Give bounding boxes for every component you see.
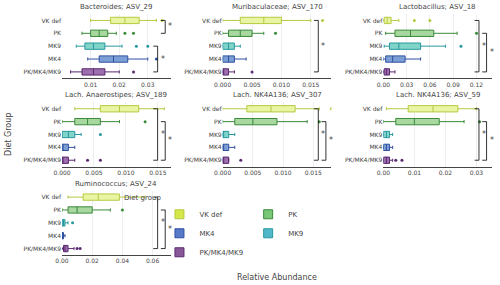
svg-text:0.000: 0.000 bbox=[214, 81, 231, 88]
svg-text:0.03: 0.03 bbox=[470, 169, 484, 176]
svg-text:Ruminococcus; ASV_24: Ruminococcus; ASV_24 bbox=[75, 180, 157, 188]
svg-text:PK/MK4/MK9: PK/MK4/MK9 bbox=[199, 249, 243, 257]
svg-text:0.01: 0.01 bbox=[84, 81, 98, 88]
svg-text:MK4: MK4 bbox=[48, 143, 61, 150]
svg-text:*: * bbox=[168, 22, 172, 31]
svg-text:*: * bbox=[482, 42, 486, 51]
svg-text:MK4: MK4 bbox=[209, 55, 222, 62]
svg-text:0.06: 0.06 bbox=[146, 257, 160, 264]
svg-text:PK/MK4/MK9: PK/MK4/MK9 bbox=[345, 68, 383, 75]
svg-text:*: * bbox=[490, 48, 494, 57]
svg-text:MK9: MK9 bbox=[48, 219, 61, 226]
svg-text:VK def: VK def bbox=[41, 17, 61, 24]
svg-text:PK/MK4/MK9: PK/MK4/MK9 bbox=[345, 156, 383, 163]
svg-text:Diet Group: Diet Group bbox=[4, 113, 13, 156]
svg-text:0.09: 0.09 bbox=[447, 81, 461, 88]
svg-text:VK def: VK def bbox=[199, 211, 222, 219]
svg-text:VK def: VK def bbox=[363, 105, 383, 112]
svg-text:Lactobacillus; ASV_18: Lactobacillus; ASV_18 bbox=[399, 3, 476, 11]
svg-text:Lach. NK4A136; ASV_307: Lach. NK4A136; ASV_307 bbox=[233, 91, 322, 99]
svg-text:VK def: VK def bbox=[41, 193, 61, 200]
svg-text:PK: PK bbox=[53, 118, 62, 125]
svg-text:PK: PK bbox=[53, 29, 62, 36]
svg-text:*: * bbox=[329, 136, 333, 145]
svg-text:0.02: 0.02 bbox=[86, 257, 100, 264]
svg-text:VK def: VK def bbox=[202, 105, 222, 112]
svg-text:0.010: 0.010 bbox=[117, 169, 134, 176]
svg-text:0.04: 0.04 bbox=[116, 257, 130, 264]
svg-text:0.005: 0.005 bbox=[243, 81, 260, 88]
svg-text:*: * bbox=[482, 130, 486, 139]
svg-text:PK: PK bbox=[288, 211, 297, 219]
svg-text:Bacteroides; ASV_29: Bacteroides; ASV_29 bbox=[80, 3, 152, 11]
svg-text:0.02: 0.02 bbox=[113, 81, 127, 88]
svg-text:MK4: MK4 bbox=[48, 55, 61, 62]
svg-text:*: * bbox=[168, 136, 172, 145]
svg-text:PK: PK bbox=[214, 29, 223, 36]
svg-text:Lach. NK4A136; ASV_59: Lach. NK4A136; ASV_59 bbox=[396, 91, 480, 99]
svg-text:PK/MK4/MK9: PK/MK4/MK9 bbox=[184, 156, 222, 163]
svg-text:0.00: 0.00 bbox=[377, 169, 391, 176]
svg-text:0.005: 0.005 bbox=[244, 169, 261, 176]
svg-text:*: * bbox=[161, 218, 165, 227]
svg-text:*: * bbox=[321, 42, 325, 51]
svg-text:0.03: 0.03 bbox=[400, 81, 414, 88]
svg-text:0.06: 0.06 bbox=[423, 81, 437, 88]
svg-text:0.00: 0.00 bbox=[55, 257, 69, 264]
svg-text:PK: PK bbox=[214, 118, 223, 125]
svg-text:MK9: MK9 bbox=[48, 131, 61, 138]
svg-text:Muribaculaceae; ASV_170: Muribaculaceae; ASV_170 bbox=[232, 3, 323, 11]
svg-text:VK def: VK def bbox=[363, 17, 383, 24]
svg-text:PK/MK4/MK9: PK/MK4/MK9 bbox=[24, 245, 62, 252]
svg-text:MK9: MK9 bbox=[369, 131, 382, 138]
svg-text:VK def: VK def bbox=[202, 17, 222, 24]
svg-text:PK: PK bbox=[375, 118, 384, 125]
svg-text:MK4: MK4 bbox=[369, 143, 382, 150]
svg-text:0.010: 0.010 bbox=[273, 81, 290, 88]
svg-text:0.12: 0.12 bbox=[470, 81, 484, 88]
svg-text:0.02: 0.02 bbox=[439, 169, 453, 176]
svg-text:0.000: 0.000 bbox=[214, 169, 231, 176]
svg-text:PK: PK bbox=[53, 206, 62, 213]
svg-text:PK/MK4/MK9: PK/MK4/MK9 bbox=[24, 68, 62, 75]
svg-text:MK9: MK9 bbox=[369, 42, 382, 49]
svg-text:VK def: VK def bbox=[41, 105, 61, 112]
svg-text:PK: PK bbox=[375, 29, 384, 36]
svg-text:0.03: 0.03 bbox=[141, 81, 155, 88]
svg-text:0.015: 0.015 bbox=[305, 169, 322, 176]
svg-text:MK9: MK9 bbox=[48, 42, 61, 49]
svg-text:Diet group: Diet group bbox=[124, 194, 161, 202]
svg-text:0.015: 0.015 bbox=[149, 169, 166, 176]
svg-text:0.000: 0.000 bbox=[53, 169, 70, 176]
svg-text:MK9: MK9 bbox=[288, 230, 303, 238]
svg-text:*: * bbox=[161, 130, 165, 139]
svg-text:0.015: 0.015 bbox=[302, 81, 319, 88]
svg-text:Relative Abundance: Relative Abundance bbox=[237, 273, 317, 282]
svg-text:*: * bbox=[490, 136, 494, 145]
svg-text:PK/MK4/MK9: PK/MK4/MK9 bbox=[24, 156, 62, 163]
svg-text:0.005: 0.005 bbox=[85, 169, 102, 176]
svg-text:0.00: 0.00 bbox=[377, 81, 391, 88]
svg-text:MK4: MK4 bbox=[199, 230, 215, 238]
svg-text:*: * bbox=[321, 130, 325, 139]
svg-text:*: * bbox=[161, 55, 165, 64]
svg-text:0.010: 0.010 bbox=[274, 169, 291, 176]
svg-text:MK4: MK4 bbox=[209, 143, 222, 150]
svg-text:Lach. Anaerostipes; ASV_189: Lach. Anaerostipes; ASV_189 bbox=[65, 91, 167, 99]
svg-text:MK4: MK4 bbox=[369, 55, 382, 62]
svg-text:MK4: MK4 bbox=[48, 232, 61, 239]
svg-text:*: * bbox=[168, 225, 172, 234]
svg-text:MK9: MK9 bbox=[209, 131, 222, 138]
svg-text:PK/MK4/MK9: PK/MK4/MK9 bbox=[184, 68, 222, 75]
svg-text:MK9: MK9 bbox=[209, 42, 222, 49]
svg-text:0.01: 0.01 bbox=[408, 169, 422, 176]
